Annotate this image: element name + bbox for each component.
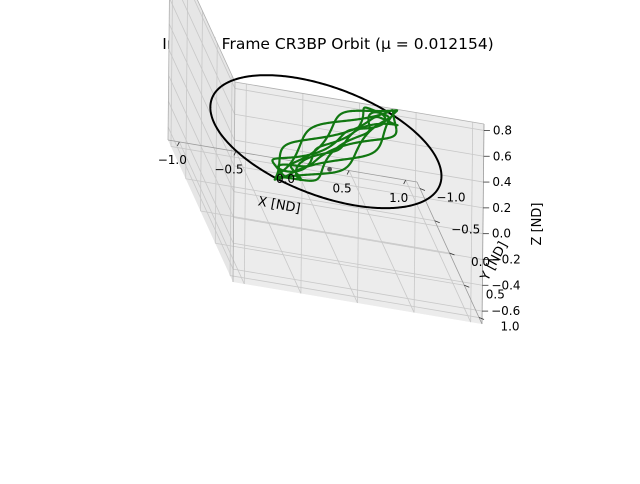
grid-y-side (185, 0, 188, 179)
tick-mark (449, 252, 455, 256)
grid-z-side (181, 0, 236, 115)
data-series (209, 74, 443, 210)
grid-lines (167, 0, 485, 323)
tick-mark (346, 170, 350, 175)
back-top-edge (234, 81, 485, 125)
side-pane-edge (167, 0, 170, 141)
back-left-edge (232, 81, 236, 283)
y-tick-label: −0.5 (451, 223, 480, 237)
z-tick-label: −0.6 (491, 304, 520, 318)
y-tick-label: 0.0 (471, 255, 490, 269)
grid-z-side (168, 23, 235, 167)
grid-y-floor (229, 275, 480, 318)
tick-mark (478, 317, 485, 320)
y-tick-label: 1.0 (500, 320, 519, 334)
x-tick-label: −0.5 (214, 163, 243, 177)
z-tick-label: 0.2 (492, 201, 511, 215)
tick-mark (403, 179, 407, 185)
grid-y-side (229, 75, 233, 276)
spacecraft-trajectory-line (271, 106, 399, 182)
tick-mark (233, 151, 237, 156)
chart-title: Inertial Frame CR3BP Orbit (μ = 0.012154… (162, 35, 493, 53)
grid-x-back (470, 122, 474, 323)
y-tick-label: −1.0 (436, 191, 465, 205)
grid-y-side (170, 0, 173, 147)
secondary-orbit-line (209, 74, 443, 210)
tick-mark (419, 188, 426, 191)
x-tick-label: 0.5 (333, 182, 352, 196)
grid-z-side (167, 126, 234, 270)
tick-labels: −1.0 −0.5 0.0 0.5 1.0 −1.0 −0.5 0.0 0.5 1.0 −0.6 −0… (158, 124, 521, 334)
grid-y-floor (185, 178, 435, 222)
z-axis-line (481, 123, 485, 325)
grid-z-back (233, 191, 483, 235)
x-axis-label: X [ND] (257, 194, 302, 216)
x-tick-label: 1.0 (389, 191, 408, 205)
tick-mark (176, 141, 180, 147)
primary-body-point (327, 166, 332, 172)
z-tick-label: −0.2 (492, 253, 521, 267)
grid-z-back (233, 268, 483, 312)
grid-x-back (243, 83, 247, 284)
z-tick-label: 0.4 (492, 175, 511, 189)
tick-mark (434, 220, 440, 224)
grid-z-side (168, 101, 234, 244)
grid-z-back (234, 88, 485, 131)
z-tick-label: 0.0 (492, 227, 511, 241)
grid-y-floor (170, 146, 421, 189)
grid-z-side (194, 0, 236, 89)
x-tick-label: 0.0 (276, 172, 295, 186)
x-tick-label: −1.0 (158, 153, 187, 167)
tick-mark (464, 284, 470, 288)
grid-y-floor (200, 210, 450, 254)
z-tick-label: −0.4 (491, 278, 520, 292)
grid-z-back (233, 217, 483, 260)
grid-y-side (200, 10, 203, 212)
z-tick-label: 0.6 (493, 149, 512, 163)
grid-x-back (300, 93, 304, 294)
y-tick-label: 0.5 (486, 287, 505, 301)
grid-z-back (233, 242, 483, 286)
z-axis-label: Z [ND] (530, 203, 545, 246)
side-top-edge (197, 0, 236, 83)
grid-x-back (413, 112, 417, 313)
grid-y-floor (215, 242, 465, 286)
z-tick-label: 0.8 (493, 124, 512, 138)
grid-z-side (168, 75, 235, 218)
grid-y-side (214, 43, 218, 244)
grid-z-side (169, 0, 235, 141)
grid-z-back (234, 165, 484, 209)
grid-z-side (168, 49, 235, 192)
